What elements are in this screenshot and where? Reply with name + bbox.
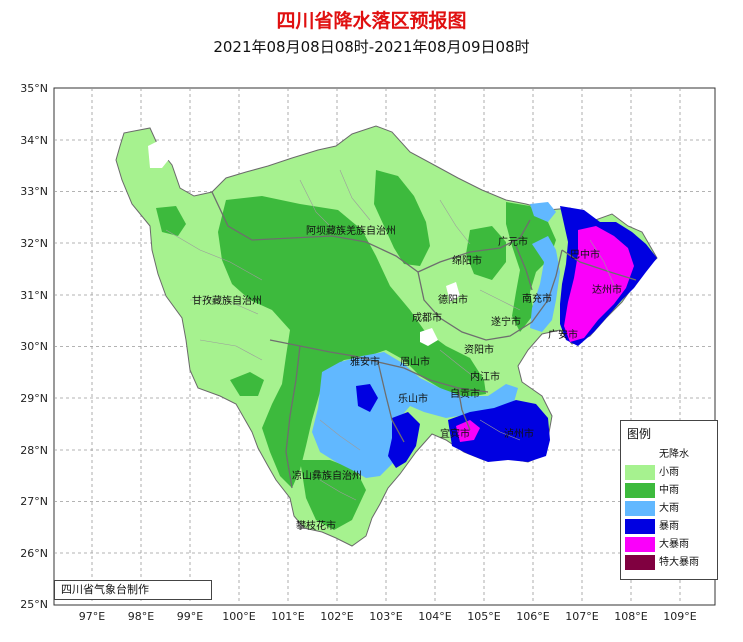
- place-label: 凉山彝族自治州: [292, 471, 362, 482]
- legend-swatch: [625, 537, 655, 552]
- lon-label: 108°E: [614, 610, 648, 623]
- lon-label: 101°E: [271, 610, 305, 623]
- lon-label: 103°E: [369, 610, 403, 623]
- place-label: 甘孜藏族自治州: [192, 296, 262, 307]
- place-label: 德阳市: [438, 295, 468, 306]
- lat-label: 32°N: [20, 237, 48, 250]
- place-label: 巴中市: [570, 250, 600, 261]
- legend-label: 中雨: [659, 485, 679, 496]
- legend-label: 特大暴雨: [659, 557, 699, 568]
- place-label: 内江市: [470, 372, 500, 383]
- place-label: 宜宾市: [440, 429, 470, 440]
- legend-item: 特大暴雨: [625, 555, 715, 570]
- lon-label: 105°E: [467, 610, 501, 623]
- credit-label: 四川省气象台制作: [54, 580, 212, 600]
- lon-label: 104°E: [418, 610, 452, 623]
- place-label: 眉山市: [400, 357, 430, 368]
- lon-label: 107°E: [565, 610, 599, 623]
- legend-swatch: [625, 483, 655, 498]
- legend-item: 大暴雨: [625, 537, 715, 552]
- legend-label: 大雨: [659, 503, 679, 514]
- legend-label: 无降水: [659, 449, 689, 460]
- no-rain-areas: [148, 140, 460, 346]
- lon-label: 99°E: [176, 610, 204, 623]
- place-label: 攀枝花市: [296, 521, 336, 532]
- lon-label: 102°E: [320, 610, 354, 623]
- lat-label: 28°N: [20, 444, 48, 457]
- legend-label: 大暴雨: [659, 539, 689, 550]
- map-legend: 图例 无降水 小雨 中雨 大雨 暴雨 大暴雨 特大暴雨: [620, 420, 718, 580]
- legend-item: 中雨: [625, 483, 715, 498]
- county-boundaries: [165, 169, 617, 501]
- legend-item: 暴雨: [625, 519, 715, 534]
- place-label: 广元市: [498, 237, 528, 248]
- map-subtitle: 2021年08月08日08时-2021年08月09日08时: [213, 38, 530, 56]
- lat-label: 31°N: [20, 289, 48, 302]
- legend-swatch: [625, 519, 655, 534]
- legend-swatch: [625, 555, 655, 570]
- place-label: 遂宁市: [491, 317, 521, 328]
- place-label: 南充市: [522, 294, 552, 305]
- place-label: 资阳市: [464, 345, 494, 356]
- lat-label: 33°N: [20, 185, 48, 198]
- prefecture-boundaries: [211, 191, 637, 489]
- lat-label: 25°N: [20, 598, 48, 611]
- legend-label: 暴雨: [659, 521, 679, 532]
- legend-swatch: [625, 447, 655, 462]
- legend-title: 图例: [627, 427, 652, 441]
- place-label: 自贡市: [450, 389, 480, 400]
- place-label: 广安市: [548, 330, 578, 341]
- map-title: 四川省降水落区预报图: [276, 10, 467, 32]
- lon-label: 100°E: [222, 610, 256, 623]
- lat-label: 29°N: [20, 392, 48, 405]
- lat-label: 34°N: [20, 134, 48, 147]
- legend-item: 小雨: [625, 465, 715, 480]
- place-label: 阿坝藏族羌族自治州: [306, 226, 396, 237]
- lat-label: 35°N: [20, 82, 48, 95]
- lon-label: 98°E: [127, 610, 155, 623]
- place-label: 雅安市: [350, 357, 380, 368]
- heavy-rain-areas: [312, 202, 560, 478]
- legend-swatch: [625, 501, 655, 516]
- lat-label: 26°N: [20, 547, 48, 560]
- legend-item: 大雨: [625, 501, 715, 516]
- lat-label: 30°N: [20, 340, 48, 353]
- place-label: 成都市: [412, 313, 442, 324]
- lon-label: 109°E: [663, 610, 697, 623]
- lon-label: 97°E: [78, 610, 106, 623]
- moderate-rain-areas: [156, 170, 556, 530]
- lon-label: 106°E: [516, 610, 550, 623]
- legend-swatch: [625, 465, 655, 480]
- place-label: 达州市: [592, 285, 622, 296]
- legend-label: 小雨: [659, 467, 679, 478]
- place-label: 乐山市: [398, 394, 428, 405]
- lat-label: 27°N: [20, 495, 48, 508]
- torrential-rain-areas: [456, 226, 634, 442]
- place-label: 绵阳市: [452, 256, 482, 267]
- place-label: 泸州市: [504, 429, 534, 440]
- legend-item: 无降水: [625, 447, 715, 462]
